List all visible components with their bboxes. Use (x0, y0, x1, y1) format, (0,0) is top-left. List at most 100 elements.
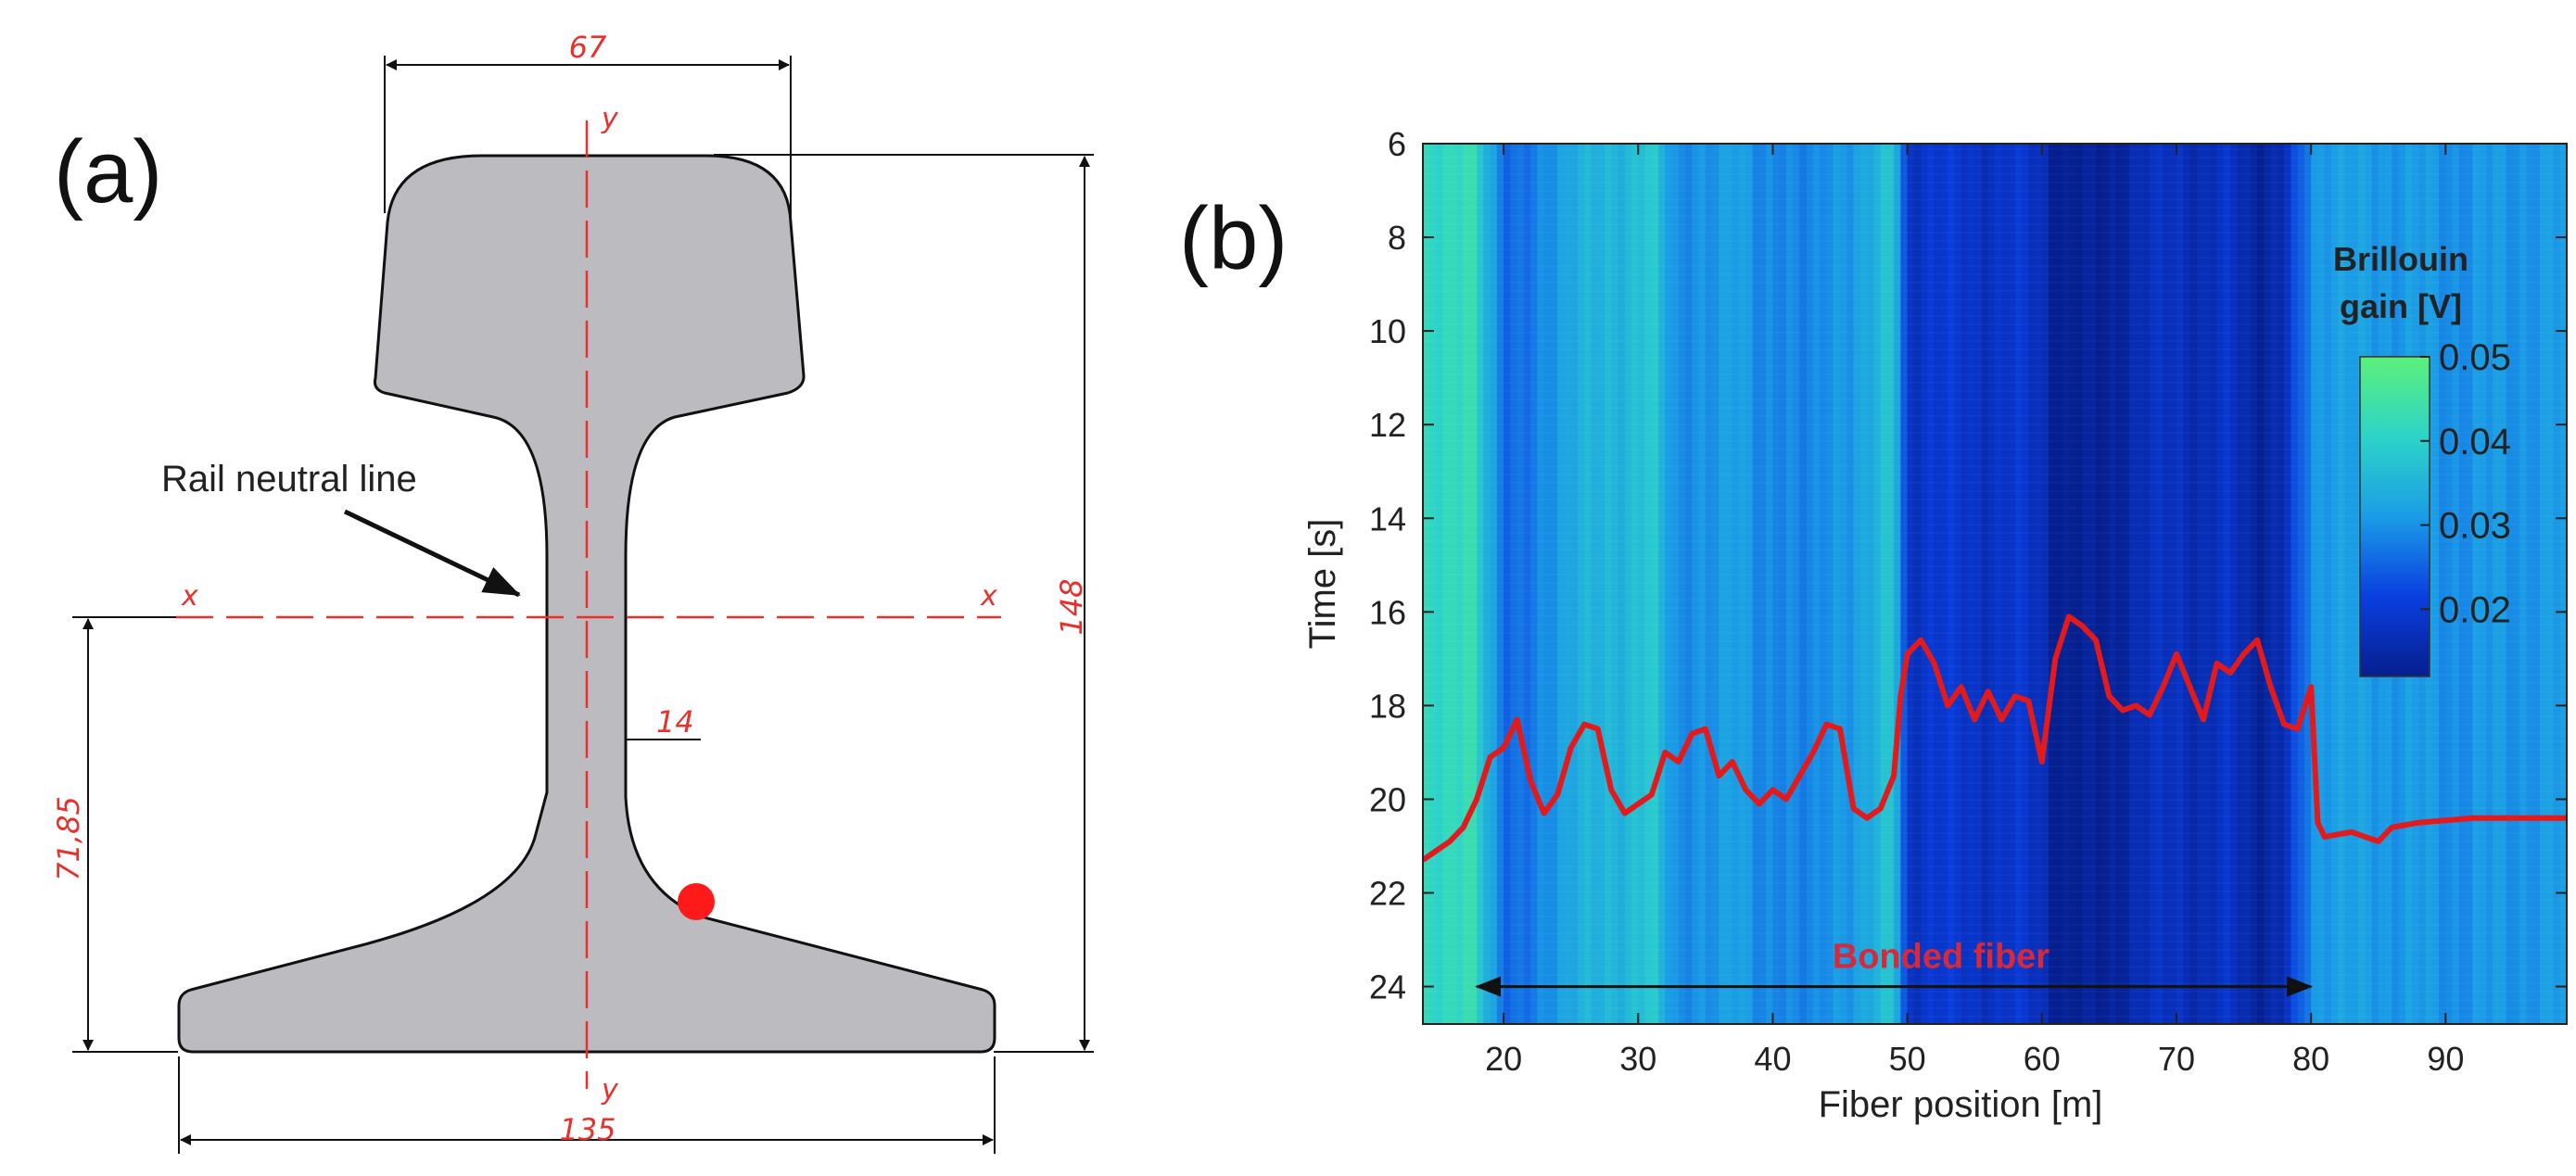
heatmap-stripe (2243, 144, 2252, 1024)
heatmap-stripe (1483, 144, 1491, 1024)
heatmap-bands (1423, 144, 2567, 1024)
heatmap-stripe (1758, 144, 1767, 1024)
heatmap-stripe (1463, 144, 1471, 1024)
y-tick-label: 20 (1369, 780, 1406, 818)
heatmap-stripe (1873, 144, 1882, 1024)
heatmap-stripe (1611, 144, 1619, 1024)
dim-head-width: 67 (569, 30, 607, 65)
axis-y-bottom: y (601, 1074, 619, 1106)
heatmap-stripe (1900, 144, 1909, 1024)
y-tick-label: 8 (1388, 219, 1406, 257)
heatmap-stripe (2210, 144, 2218, 1024)
x-axis-label: Fiber position [m] (1819, 1084, 2103, 1125)
heatmap-stripe (1813, 144, 1821, 1024)
heatmap-stripe (2466, 144, 2474, 1024)
heatmap-stripe (1961, 144, 1969, 1024)
neutral-line-arrow (343, 509, 521, 598)
heatmap-stripe (2546, 144, 2555, 1024)
heatmap-stripe (2122, 144, 2130, 1024)
heatmap-stripe (2183, 144, 2191, 1024)
heatmap-stripe (2330, 144, 2339, 1024)
heatmap-stripe (1712, 144, 1720, 1024)
heatmap-stripe (2109, 144, 2117, 1024)
heatmap-stripe (2169, 144, 2177, 1024)
colorbar-tick-label: 0.04 (2439, 422, 2511, 462)
heatmap-stripe (2499, 144, 2507, 1024)
heatmap-stripe (1954, 144, 1962, 1024)
heatmap-stripe (1719, 144, 1727, 1024)
heatmap-stripe (2055, 144, 2063, 1024)
heatmap-stripe (1948, 144, 1956, 1024)
panel-b-label: (b) (1179, 189, 1288, 288)
heatmap-stripe (2136, 144, 2144, 1024)
colorbar-gradient (2359, 356, 2430, 677)
dim-base-width: 135 (559, 1112, 615, 1147)
heatmap-stripe (2049, 144, 2057, 1024)
heatmap-stripe (1799, 144, 1808, 1024)
heatmap-stripe (2196, 144, 2204, 1024)
heatmap-stripe (1651, 144, 1659, 1024)
heatmap-stripe (2338, 144, 2346, 1024)
heatmap-stripe (1530, 144, 1539, 1024)
heatmap-stripe (1820, 144, 1828, 1024)
heatmap-stripe (1739, 144, 1747, 1024)
heatmap-stripe (2223, 144, 2231, 1024)
heatmap-stripe (1644, 144, 1653, 1024)
heatmap-stripe (1785, 144, 1795, 1024)
heatmap-stripe (2284, 144, 2292, 1024)
heatmap-stripe (2149, 144, 2158, 1024)
heatmap-stripe (1692, 144, 1700, 1024)
y-tick-label: 6 (1388, 125, 1406, 163)
heatmap-stripe (2203, 144, 2212, 1024)
heatmap-stripe (1745, 144, 1754, 1024)
heatmap-stripe (1597, 144, 1605, 1024)
heatmap-stripe (1995, 144, 2003, 1024)
y-tick-label: 14 (1369, 499, 1406, 537)
x-tick-label: 80 (2292, 1040, 2329, 1078)
heatmap-stripe (1981, 144, 1989, 1024)
heatmap-stripe (1987, 144, 1996, 1024)
heatmap-stripe (2189, 144, 2198, 1024)
heatmap-stripe (2028, 144, 2037, 1024)
heatmap-stripe (1570, 144, 1579, 1024)
colorbar-ticks: 0.05 0.04 0.03 0.02 (2420, 337, 2511, 630)
heatmap-stripe (1846, 144, 1855, 1024)
x-tick-label: 90 (2427, 1040, 2464, 1078)
neutral-line-label: Rail neutral line (161, 459, 417, 499)
heatmap-stripe (2439, 144, 2447, 1024)
rail-drawing: Rail neutral line y y x x 67 14 135 148 … (51, 30, 1094, 1154)
plot-frame (1422, 143, 2568, 1025)
heatmap-stripe (1550, 144, 1558, 1024)
heatmap-stripe (1894, 144, 1902, 1024)
heatmap-stripe (1725, 144, 1733, 1024)
heatmap-stripe (2431, 144, 2440, 1024)
heatmap-stripe (1564, 144, 1572, 1024)
heatmap-stripe (1523, 144, 1531, 1024)
x-tick-label: 20 (1485, 1040, 1522, 1078)
heatmap-stripe (2493, 144, 2501, 1024)
axis-x-right: x (980, 580, 997, 613)
heatmap-stripe (1543, 144, 1552, 1024)
dim-web-thickness: 14 (656, 704, 694, 740)
heatmap-stripe (1772, 144, 1781, 1024)
heatmap-stripe (1604, 144, 1613, 1024)
heatmap-stripe (2237, 144, 2245, 1024)
x-tick-label: 50 (1889, 1040, 1926, 1078)
heatmap-stripe (2075, 144, 2084, 1024)
heatmap-stripe (2458, 144, 2467, 1024)
heatmap-stripe (1806, 144, 1814, 1024)
heatmap-stripe (1678, 144, 1686, 1024)
colorbar-tick-label: 0.05 (2439, 337, 2511, 378)
heatmap-stripe (1477, 144, 1485, 1024)
dim-neutral-height: 71,85 (51, 796, 86, 881)
heatmap-stripe (2553, 144, 2561, 1024)
heatmap-stripe (2479, 144, 2487, 1024)
y-tick-label: 16 (1369, 593, 1406, 631)
colorbar-title-line2: gain [V] (2340, 287, 2462, 325)
colorbar-tick-label: 0.03 (2439, 506, 2511, 547)
heatmap-stripe (2270, 144, 2278, 1024)
heatmap-stripe (2008, 144, 2016, 1024)
axis-y-top: y (601, 103, 619, 135)
response-time-line (1423, 613, 2567, 863)
